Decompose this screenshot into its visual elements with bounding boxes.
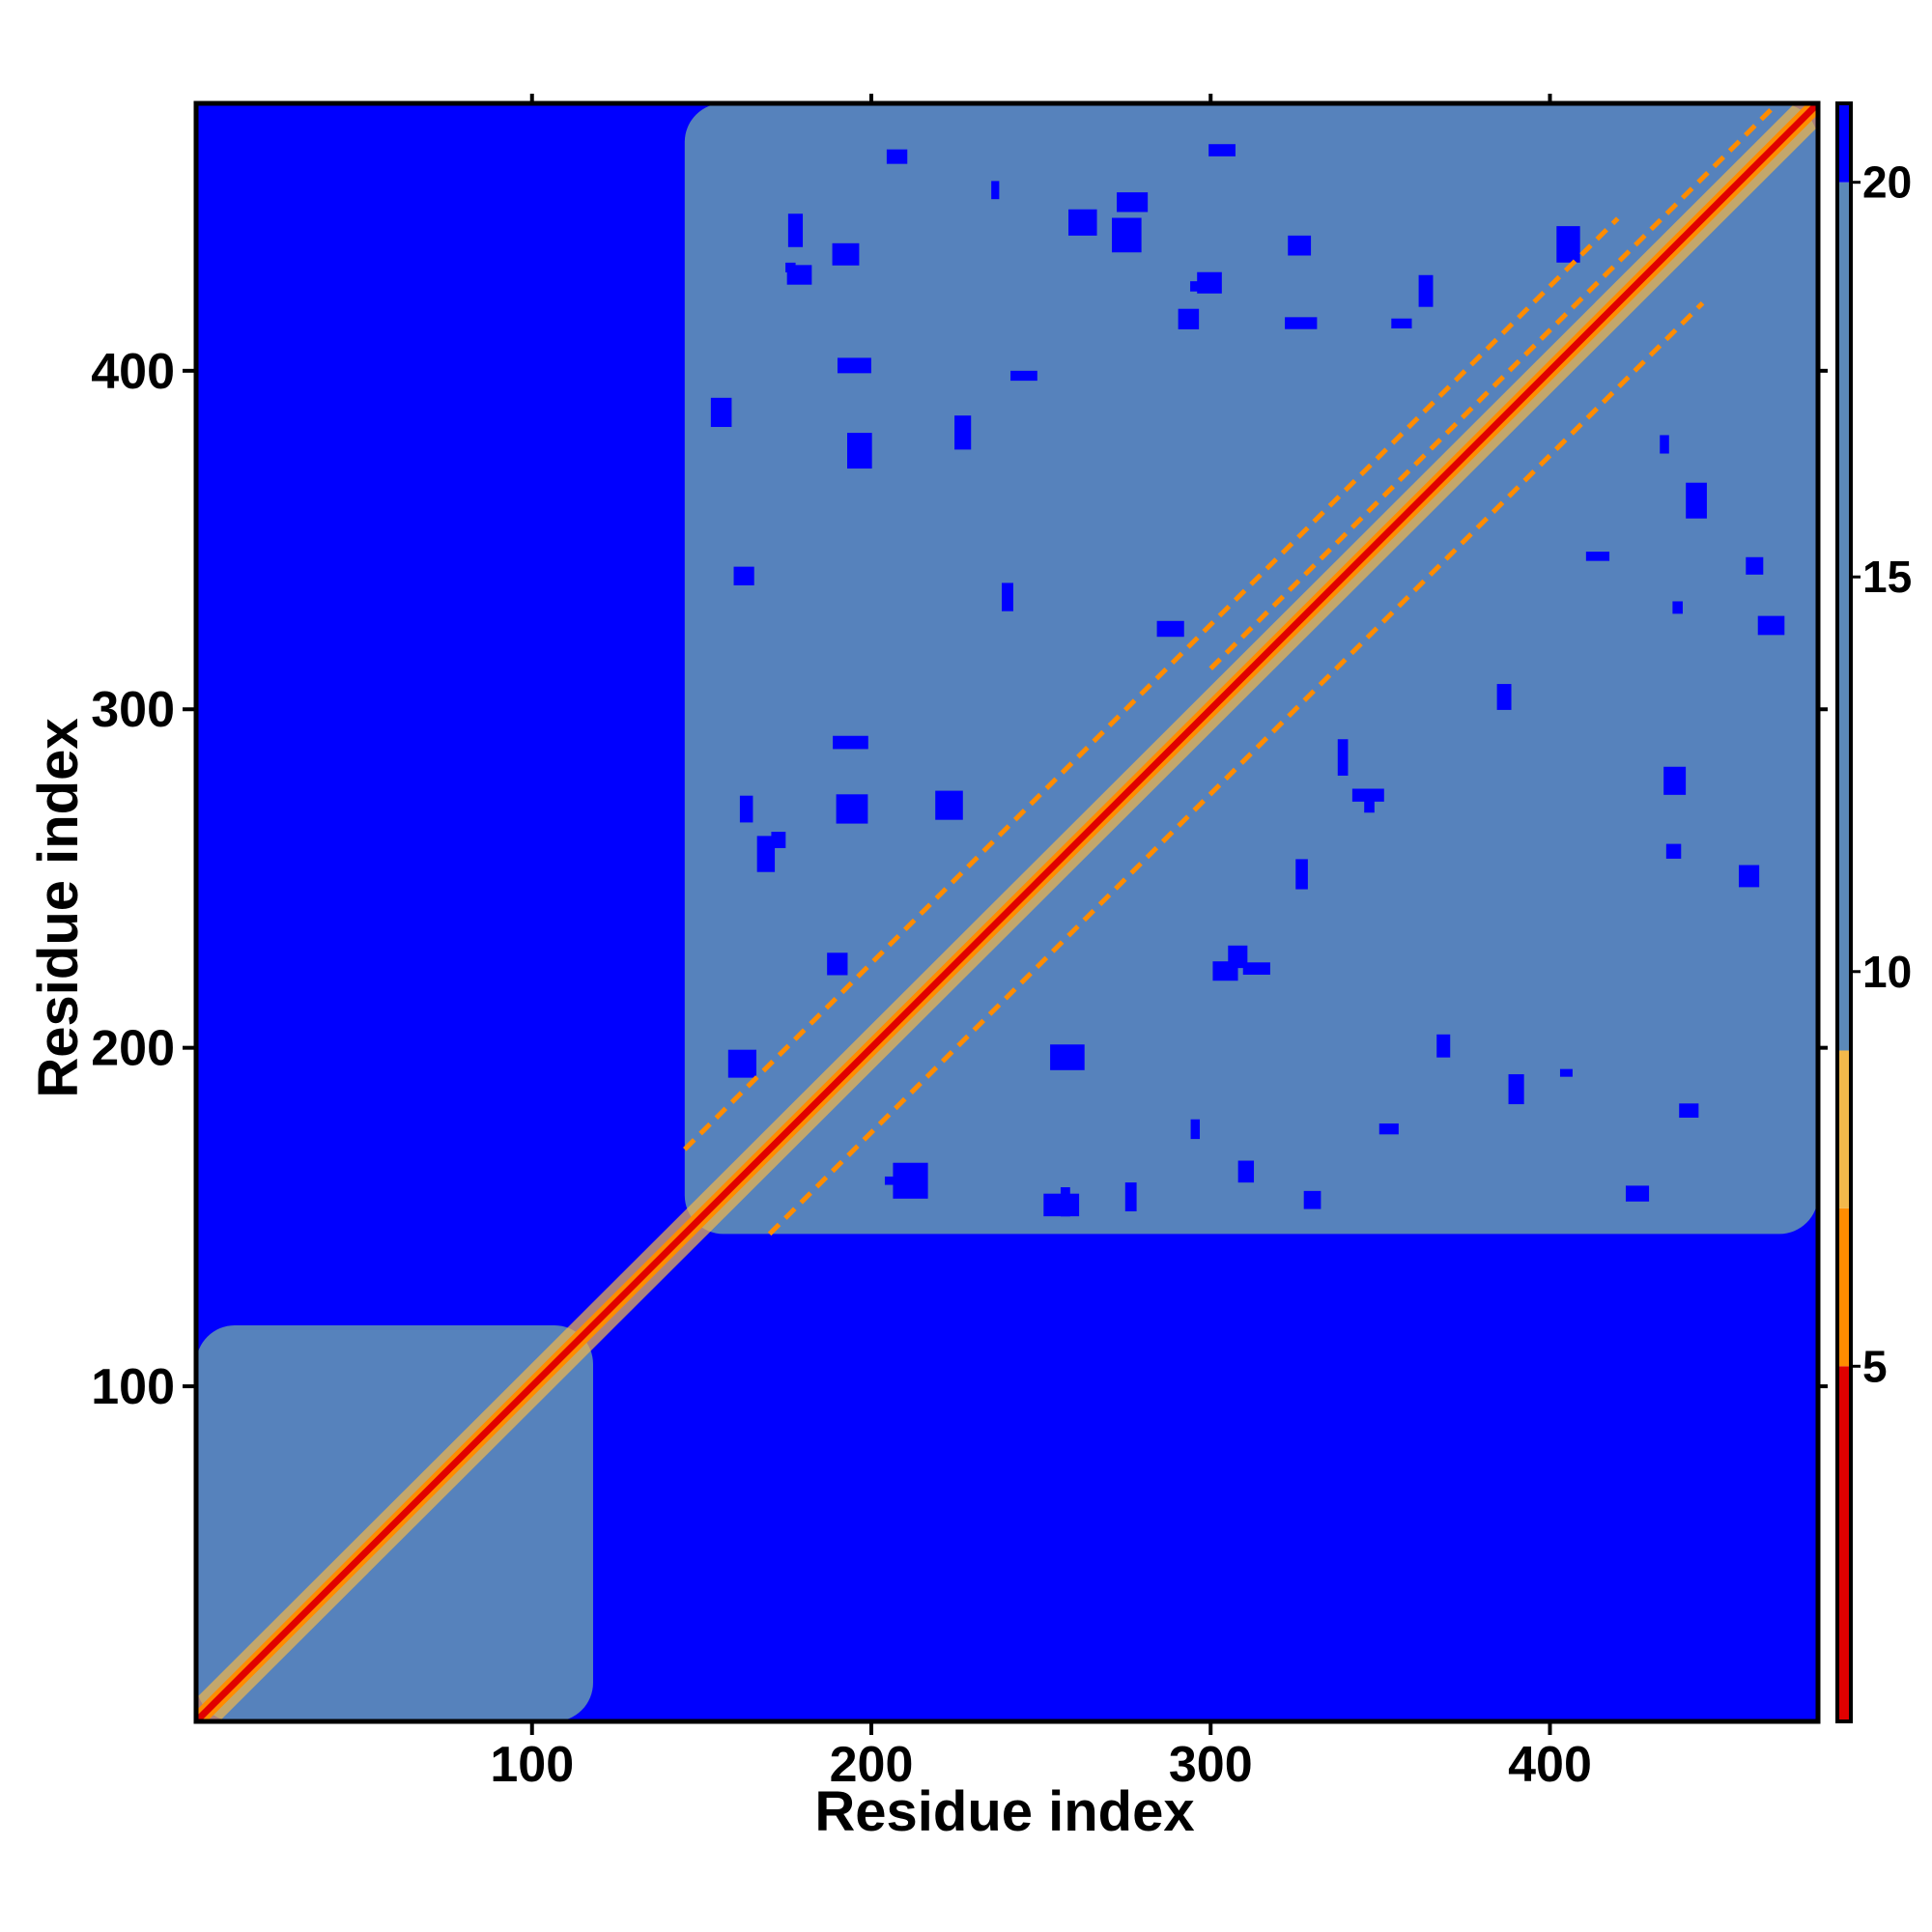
heatmap-cell [710, 397, 732, 427]
heatmap-cell [787, 213, 804, 247]
heatmap-cell [1739, 865, 1760, 888]
heatmap-cell [836, 794, 868, 824]
heatmap-cell [1672, 601, 1683, 614]
x-tick-label: 100 [490, 1737, 574, 1793]
heatmap-cell [832, 242, 860, 266]
colorbar-segment [1837, 1050, 1851, 1208]
heatmap-cell [1303, 1190, 1321, 1209]
heatmap-cell [733, 566, 754, 585]
heatmap-cell [1686, 482, 1707, 519]
heatmap-cell [1156, 620, 1184, 638]
heatmap-cell [1585, 552, 1610, 561]
heatmap-cell [884, 1176, 895, 1185]
heatmap-cell [847, 433, 872, 469]
heatmap-cell [1364, 801, 1375, 813]
heatmap-diagonal [196, 103, 1818, 1721]
x-tick-label: 400 [1508, 1737, 1592, 1793]
x-tick-label: 300 [1169, 1737, 1253, 1793]
heatmap-plot-area [196, 103, 1818, 1721]
heatmap-cell [1337, 739, 1349, 776]
heatmap-cell [1746, 556, 1764, 575]
heatmap-helix-band-3 [1208, 103, 1781, 670]
y-tick-label: 300 [91, 682, 175, 738]
heatmap-cell [1663, 766, 1687, 795]
heatmap-cell [1625, 1185, 1650, 1202]
heatmap-cell [1242, 962, 1270, 976]
y-axis-title: Residue index [27, 718, 90, 1097]
heatmap-cell [1190, 1119, 1201, 1140]
heatmap-cell [935, 790, 963, 820]
colorbar-tick-label: 20 [1862, 157, 1912, 208]
colorbar-tick-label: 5 [1862, 1341, 1888, 1391]
heatmap-cell [886, 149, 908, 164]
heatmap-cell [1496, 684, 1512, 710]
heatmap-cell [1050, 1044, 1085, 1070]
heatmap-cell [1190, 281, 1211, 292]
heatmap-cell [1124, 1182, 1137, 1211]
heatmap-cell [1660, 435, 1669, 454]
colorbar-segment [1837, 1208, 1851, 1367]
heatmap-cell [1508, 1074, 1524, 1105]
x-axis-title: Residue index [814, 1780, 1194, 1843]
colorbar: 5 10 15 20 [1835, 101, 1912, 1723]
heatmap-cell [1237, 1160, 1255, 1183]
y-tick-label: 400 [91, 344, 175, 400]
colorbar-tick-label: 10 [1862, 947, 1912, 997]
colorbar-frame [1835, 101, 1853, 1723]
heatmap-cell [1178, 308, 1200, 329]
heatmap-cell [954, 415, 972, 450]
heatmap-cell [1665, 843, 1682, 859]
plot-frame [193, 100, 1821, 1724]
heatmap-cell [1288, 235, 1312, 256]
heatmap-cell [756, 836, 776, 872]
heatmap-cell [1001, 582, 1013, 611]
heatmap-cell [833, 735, 868, 750]
heatmap-cell [1068, 209, 1097, 236]
heatmap-cell [727, 1049, 757, 1078]
colorbar-segment [1837, 103, 1851, 183]
heatmap-helix-band-1 [683, 216, 1620, 1151]
heatmap-cell [827, 952, 848, 976]
heatmap-cell [1436, 1034, 1451, 1058]
heatmap-cell [1378, 1123, 1399, 1135]
y-tick-label: 100 [91, 1359, 175, 1415]
heatmap-cell [1351, 788, 1384, 802]
colorbar-segment [1837, 182, 1851, 1051]
heatmap-cell [771, 832, 786, 848]
heatmap-cell [739, 795, 753, 823]
heatmap-cell [893, 1162, 928, 1199]
heatmap-cell [1010, 370, 1037, 382]
heatmap-cell [1556, 226, 1580, 263]
colorbar-tick-label: 15 [1862, 552, 1912, 602]
heatmap-cell [1679, 1103, 1699, 1119]
heatmap-cell [1208, 144, 1236, 156]
heatmap-helix-band-2 [767, 300, 1705, 1236]
heatmap-cell [1757, 615, 1785, 636]
heatmap-cell [1228, 945, 1248, 969]
heatmap-cell [1111, 217, 1142, 253]
axis-ticks: 100 200 300 400 100 200 300 400 [91, 94, 1828, 1793]
heatmap-cell [1285, 317, 1318, 329]
heatmap-cell [991, 181, 1000, 200]
heatmap-cell [785, 262, 796, 272]
heatmap-cell [837, 357, 871, 374]
heatmap-cell [1295, 859, 1308, 890]
colorbar-segment [1837, 1366, 1851, 1721]
heatmap-cell [1060, 1187, 1070, 1217]
heatmap-cell [1418, 274, 1434, 307]
heatmap-cell [1559, 1068, 1573, 1077]
heatmap-cell [1117, 192, 1149, 213]
x-tick-label: 200 [830, 1737, 914, 1793]
y-tick-label: 200 [91, 1021, 175, 1077]
heatmap-cell [1391, 318, 1412, 328]
